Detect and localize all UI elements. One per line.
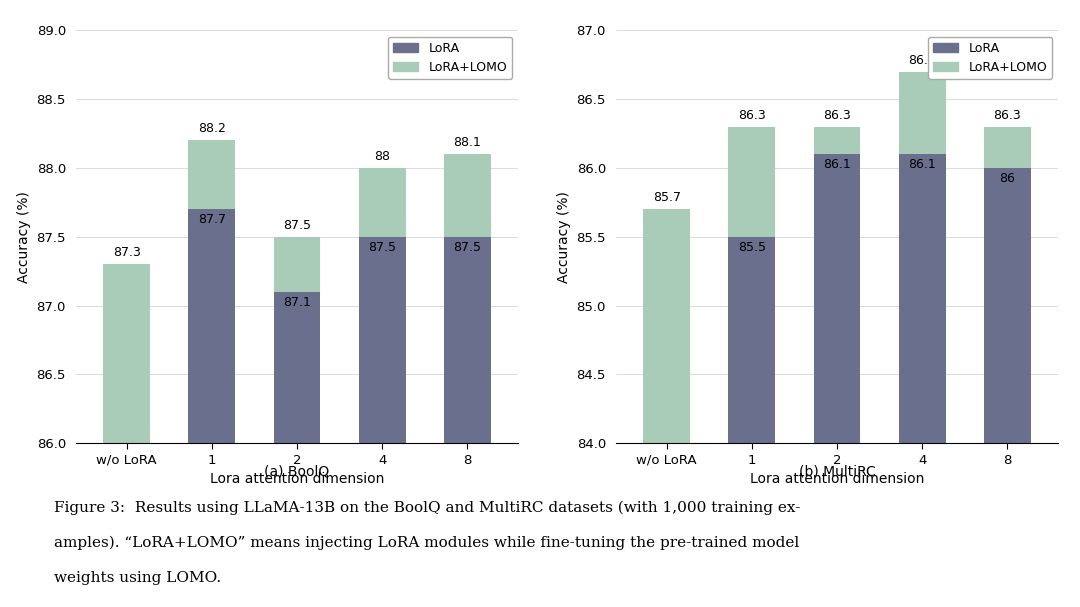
Text: 87.5: 87.5 xyxy=(283,219,311,232)
Bar xyxy=(984,168,1030,443)
Bar xyxy=(899,154,946,443)
Text: Figure 3:  Results using LLaMA-13B on the BoolQ and MultiRC datasets (with 1,000: Figure 3: Results using LLaMA-13B on the… xyxy=(54,501,800,515)
Bar xyxy=(813,127,861,154)
Text: 88: 88 xyxy=(374,150,390,163)
Bar xyxy=(359,168,406,237)
Bar xyxy=(104,264,150,443)
Bar xyxy=(444,237,490,443)
Text: amples). “LoRA+LOMO” means injecting LoRA modules while fine-tuning the pre-trai: amples). “LoRA+LOMO” means injecting LoR… xyxy=(54,536,799,551)
X-axis label: Lora attention dimension: Lora attention dimension xyxy=(210,472,384,486)
Bar xyxy=(273,237,321,292)
Text: (b) MultiRC: (b) MultiRC xyxy=(798,464,876,478)
Bar xyxy=(273,292,321,443)
Legend: LoRA, LoRA+LOMO: LoRA, LoRA+LOMO xyxy=(929,36,1052,79)
Y-axis label: Accuracy (%): Accuracy (%) xyxy=(17,191,31,283)
Bar xyxy=(444,154,490,237)
Bar xyxy=(899,72,946,154)
Bar xyxy=(644,209,690,443)
Text: weights using LOMO.: weights using LOMO. xyxy=(54,571,221,585)
Bar xyxy=(728,127,775,237)
Text: 87.1: 87.1 xyxy=(283,296,311,309)
Y-axis label: Accuracy (%): Accuracy (%) xyxy=(557,191,571,283)
X-axis label: Lora attention dimension: Lora attention dimension xyxy=(750,472,924,486)
Text: 87.5: 87.5 xyxy=(454,241,482,254)
Text: (a) BoolQ: (a) BoolQ xyxy=(265,464,329,478)
Text: 86.3: 86.3 xyxy=(823,109,851,122)
Bar xyxy=(359,237,406,443)
Legend: LoRA, LoRA+LOMO: LoRA, LoRA+LOMO xyxy=(389,36,512,79)
Text: 86.1: 86.1 xyxy=(823,158,851,171)
Text: 88.2: 88.2 xyxy=(198,123,226,135)
Text: 85.7: 85.7 xyxy=(652,191,680,205)
Bar xyxy=(188,209,235,443)
Text: 87.5: 87.5 xyxy=(368,241,396,254)
Text: 88.1: 88.1 xyxy=(454,136,482,149)
Text: 86.1: 86.1 xyxy=(908,158,936,171)
Bar xyxy=(984,127,1030,168)
Bar xyxy=(188,140,235,209)
Text: 87.7: 87.7 xyxy=(198,213,226,226)
Bar xyxy=(813,154,861,443)
Text: 86: 86 xyxy=(999,172,1015,185)
Text: 86.7: 86.7 xyxy=(908,53,936,67)
Text: 85.5: 85.5 xyxy=(738,241,766,254)
Bar xyxy=(728,237,775,443)
Text: 86.3: 86.3 xyxy=(994,109,1022,122)
Text: 87.3: 87.3 xyxy=(112,246,140,259)
Text: 86.3: 86.3 xyxy=(738,109,766,122)
